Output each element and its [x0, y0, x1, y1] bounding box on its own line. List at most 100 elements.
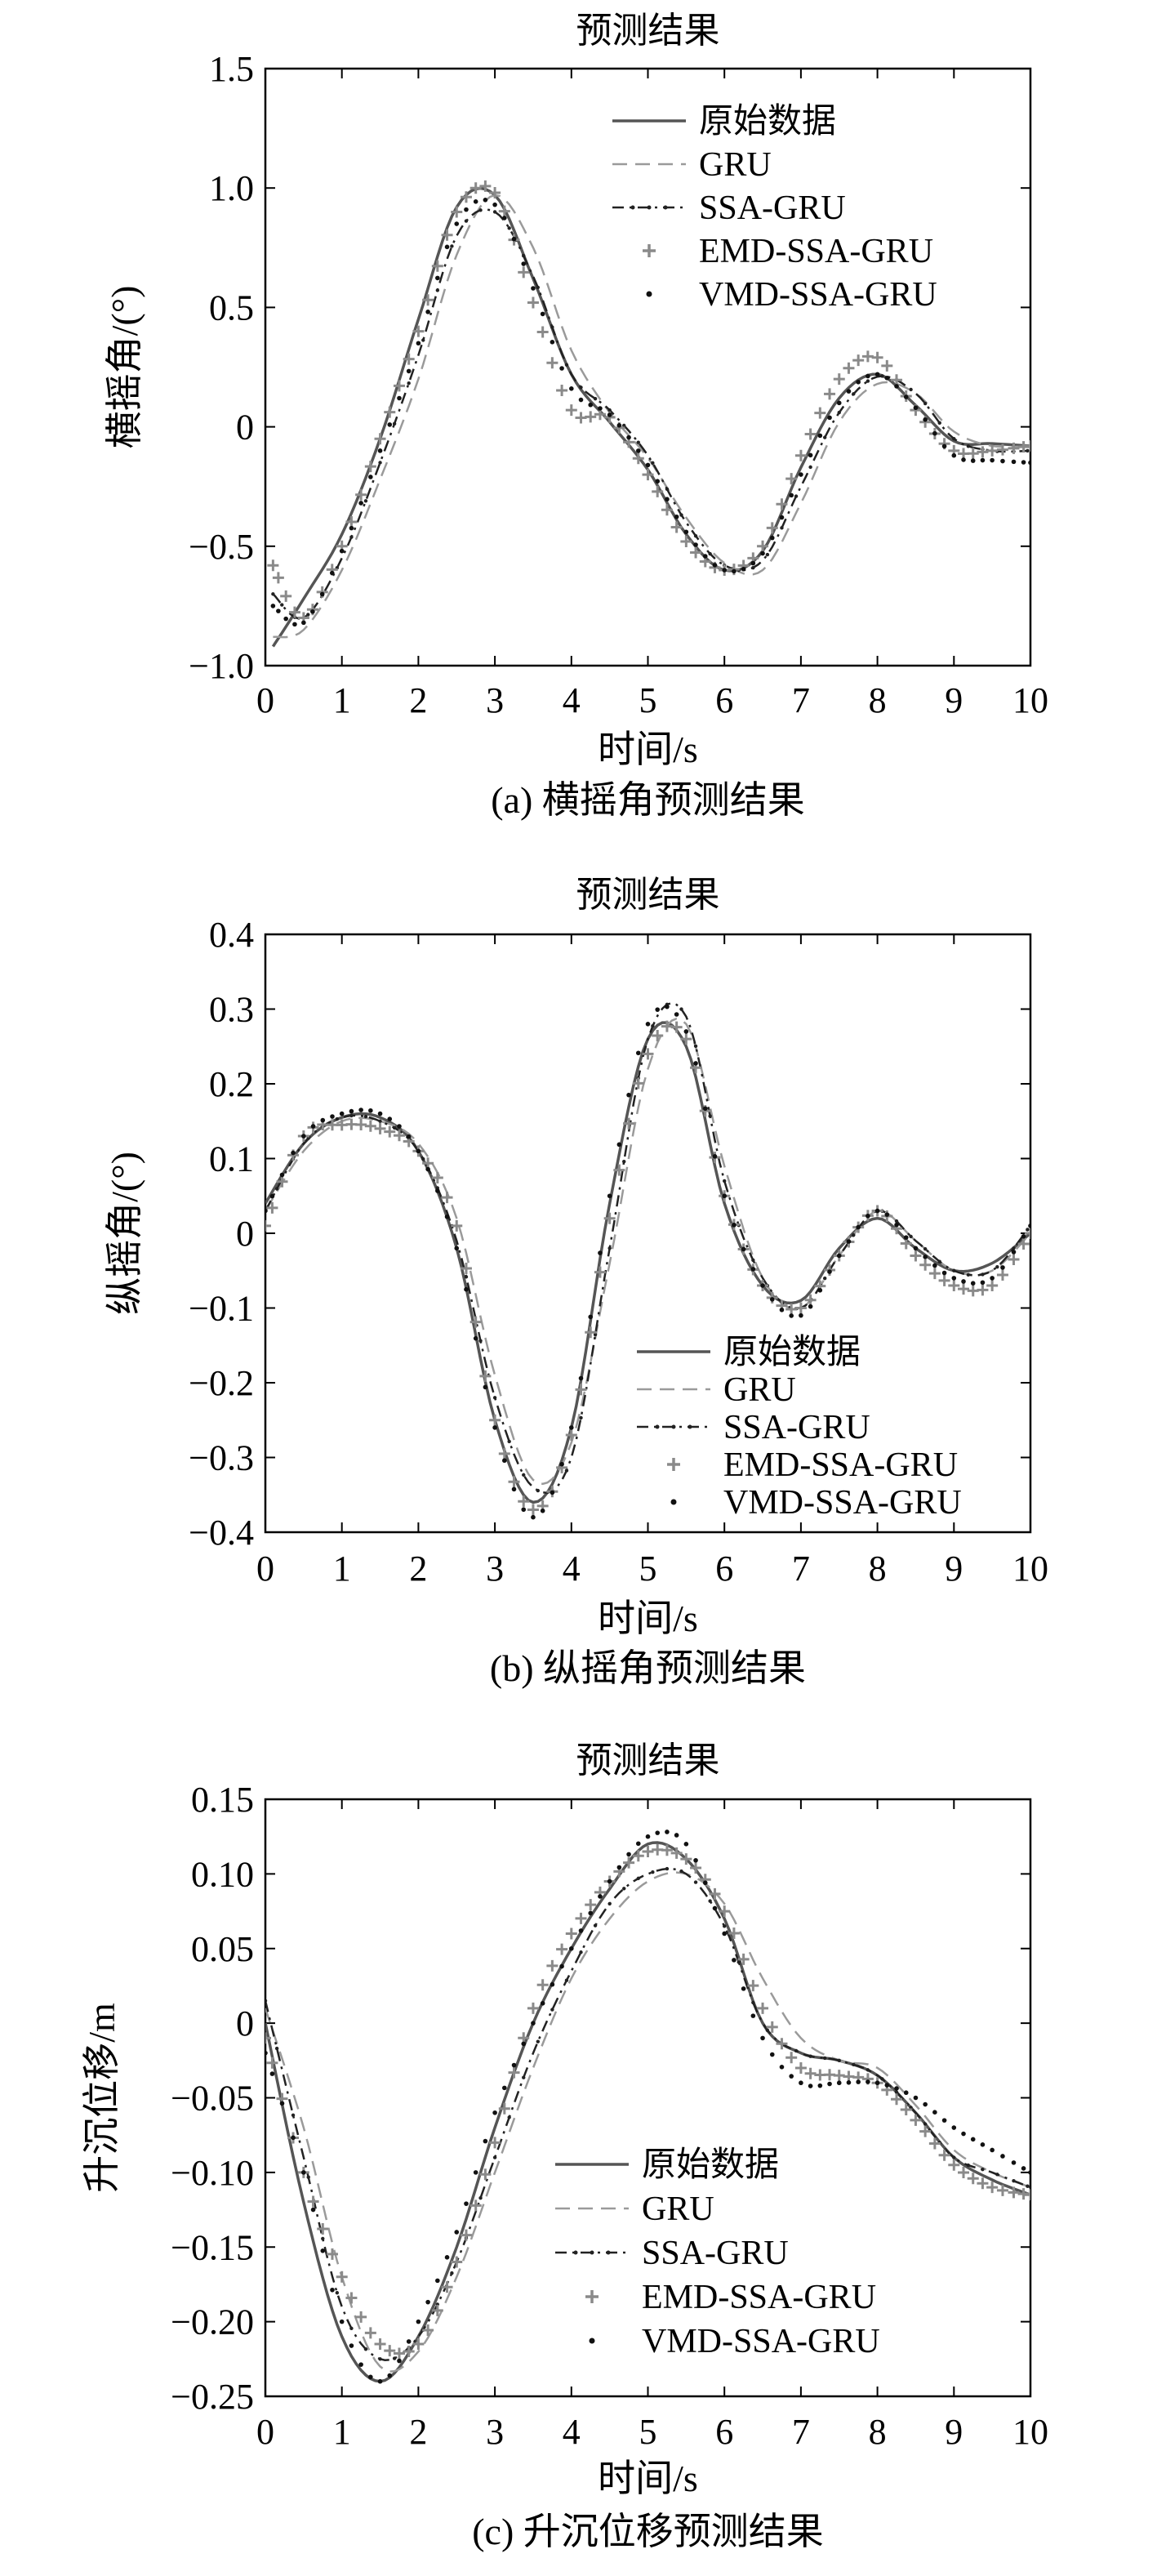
series-dot-marker: [665, 1829, 670, 1834]
series-dot-marker: [464, 2201, 469, 2206]
legend-dashdot-dot: [606, 2250, 611, 2255]
series-2-line: [272, 208, 1030, 620]
series-plus-marker: [824, 2069, 836, 2081]
plot-frame: [264, 67, 1032, 667]
series-dot-marker: [540, 2000, 545, 2006]
legend-dashdot-dot: [647, 205, 652, 210]
series-plus-marker: [996, 1269, 1008, 1281]
x-tick-label: 4: [563, 680, 581, 720]
series-dot-marker: [732, 1223, 736, 1228]
y-tick-label: −0.5: [189, 527, 254, 567]
series-dashdot-dot: [271, 592, 275, 596]
series-plus-marker: [594, 1266, 606, 1278]
series-dot-marker: [511, 1486, 517, 1492]
series-plus-marker: [451, 206, 463, 218]
series-dot-marker: [578, 1928, 584, 1933]
series-plus-marker: [575, 1384, 587, 1396]
series-plus-marker: [489, 1414, 501, 1426]
series-dot-marker: [265, 1208, 268, 1214]
x-tick-label: 8: [869, 680, 887, 720]
series-dashdot-dot: [693, 533, 698, 538]
series-plus-marker: [431, 260, 443, 272]
series-dot-marker: [665, 1004, 670, 1009]
series-dot-marker: [406, 368, 412, 374]
series-plus-marker: [661, 1020, 673, 1032]
series-dot-marker: [923, 417, 928, 422]
series-dashdot-dot: [536, 2039, 541, 2043]
series-dot-marker: [377, 1111, 383, 1116]
series-plus-marker: [794, 449, 807, 461]
series-dot-marker: [712, 1905, 718, 1911]
series-dot-marker: [799, 472, 803, 477]
series-plus-marker: [556, 384, 568, 396]
x-tick-label: 7: [792, 1549, 810, 1589]
series-plus-marker: [441, 2281, 453, 2293]
series-dashdot-dot: [981, 1272, 985, 1277]
series-plus-marker: [265, 1219, 271, 1232]
x-tick-label: 2: [409, 1549, 427, 1589]
series-plus-marker: [603, 1212, 616, 1224]
series-plus-marker: [518, 1495, 530, 1508]
series-dashdot-dot: [421, 1157, 425, 1161]
series-dashdot-dot: [274, 1187, 279, 1191]
series-plus-marker: [690, 546, 702, 559]
series-dot-marker: [866, 373, 870, 379]
series-dashdot-dot: [378, 2357, 382, 2361]
legend-dashdot-dot: [573, 2250, 578, 2255]
x-tick-label: 1: [333, 680, 351, 720]
series-dashdot-dot: [607, 1901, 612, 1906]
series-dot-marker: [817, 2083, 823, 2088]
series-dot-marker: [425, 1166, 430, 1172]
legend: 原始数据 GRU SSA-GRU EMD-SSA-GRU VMD-SSA-GRU: [612, 103, 937, 314]
chart-1: 预测结果 0 1 2 3 4 5 6 7 8 9 10 −0.4 −0.3 −0.2 −0.1 0 0.1 0.2 0…: [104, 875, 1048, 1689]
series-dashdot-dot: [349, 2326, 354, 2331]
y-tick-label: 0.5: [209, 287, 254, 328]
series-dot-marker: [588, 1314, 594, 1320]
series-dot-marker: [941, 2118, 947, 2123]
series-dot-marker: [635, 1050, 641, 1056]
series-dot-marker: [444, 244, 450, 250]
series-plus-marker: [785, 473, 798, 485]
series-plus-marker: [891, 374, 903, 386]
series-dot-marker: [626, 1852, 631, 1857]
series-dashdot-dot: [392, 1125, 397, 1130]
series-dashdot-dot: [536, 285, 541, 290]
series-dashdot-dot: [822, 435, 827, 439]
series-4-markers: [265, 1829, 1030, 2384]
series-plus-marker: [451, 1219, 463, 1232]
series-plus-marker: [384, 406, 396, 418]
series-plus-marker: [900, 2103, 912, 2115]
y-tick-label: −0.1: [189, 1289, 254, 1329]
series-dashdot-dot: [708, 1114, 712, 1118]
series-dot-marker: [387, 1116, 393, 1121]
series-2-line: [265, 1867, 1030, 2361]
series-dashdot-dot: [464, 1275, 469, 1279]
series-dashdot-dot: [923, 2122, 928, 2126]
x-tick-label: 0: [256, 680, 274, 720]
series-dot-marker: [578, 1375, 584, 1381]
legend-label: 原始数据: [723, 1334, 861, 1371]
series-plus-marker: [527, 2002, 539, 2014]
y-tick-label: 0.3: [209, 990, 254, 1030]
series-dot-marker: [454, 1246, 460, 1251]
series-plus-marker: [355, 2311, 367, 2323]
chart-title: 预测结果: [576, 11, 720, 51]
series-plus-marker: [498, 2102, 510, 2115]
series-plus-marker: [776, 2038, 788, 2050]
series-plus-marker: [785, 2052, 798, 2064]
series-dot-marker: [884, 2083, 890, 2088]
series-dot-marker: [349, 2343, 354, 2348]
series-dot-marker: [779, 515, 785, 520]
series-dashdot-dot: [852, 2062, 856, 2066]
series-dashdot-dot: [378, 1119, 382, 1123]
x-tick-label: 6: [715, 680, 733, 720]
series-dot-marker: [320, 2248, 326, 2253]
series-dot-marker: [932, 1263, 937, 1268]
series-dot-marker: [846, 389, 852, 394]
series-plus-marker: [986, 1280, 999, 1292]
series-dot-marker: [808, 1304, 813, 1309]
series-dot-marker: [349, 1108, 354, 1114]
series-dot-marker: [894, 384, 899, 389]
series-dot-marker: [693, 1857, 698, 1863]
series-dashdot-dot: [593, 396, 598, 401]
